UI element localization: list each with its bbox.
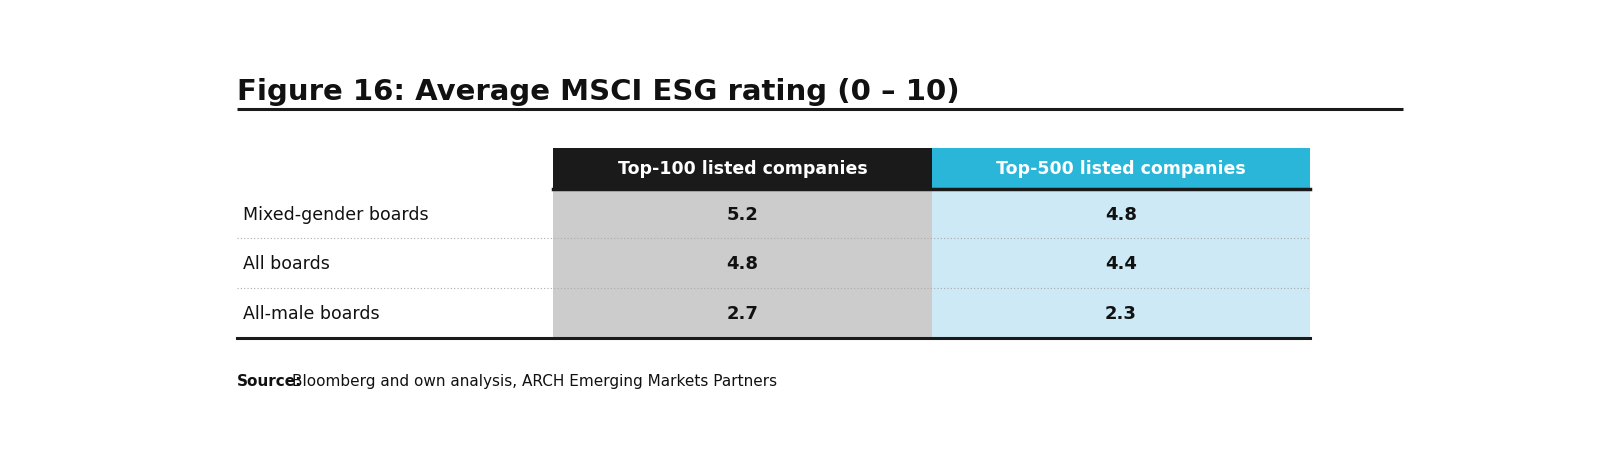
- Bar: [554, 149, 931, 190]
- Text: Figure 16: Average MSCI ESG rating (0 – 10): Figure 16: Average MSCI ESG rating (0 – …: [237, 78, 960, 106]
- Bar: [554, 239, 931, 288]
- Text: 5.2: 5.2: [726, 205, 758, 223]
- Text: 2.3: 2.3: [1104, 304, 1136, 322]
- Text: All boards: All boards: [243, 255, 330, 273]
- Text: All-male boards: All-male boards: [243, 304, 381, 322]
- Text: Source:: Source:: [237, 373, 302, 388]
- Bar: [931, 149, 1310, 190]
- Text: Mixed-gender boards: Mixed-gender boards: [243, 205, 429, 223]
- Bar: [931, 288, 1310, 338]
- Bar: [554, 190, 931, 239]
- Text: 4.8: 4.8: [726, 255, 758, 273]
- Text: Bloomberg and own analysis, ARCH Emerging Markets Partners: Bloomberg and own analysis, ARCH Emergin…: [291, 373, 778, 388]
- Text: 4.4: 4.4: [1104, 255, 1136, 273]
- Bar: [554, 288, 931, 338]
- Text: Top-500 listed companies: Top-500 listed companies: [995, 160, 1245, 178]
- Bar: [931, 190, 1310, 239]
- Text: 4.8: 4.8: [1104, 205, 1136, 223]
- Bar: [931, 239, 1310, 288]
- Text: 2.7: 2.7: [726, 304, 758, 322]
- Text: Top-100 listed companies: Top-100 listed companies: [618, 160, 867, 178]
